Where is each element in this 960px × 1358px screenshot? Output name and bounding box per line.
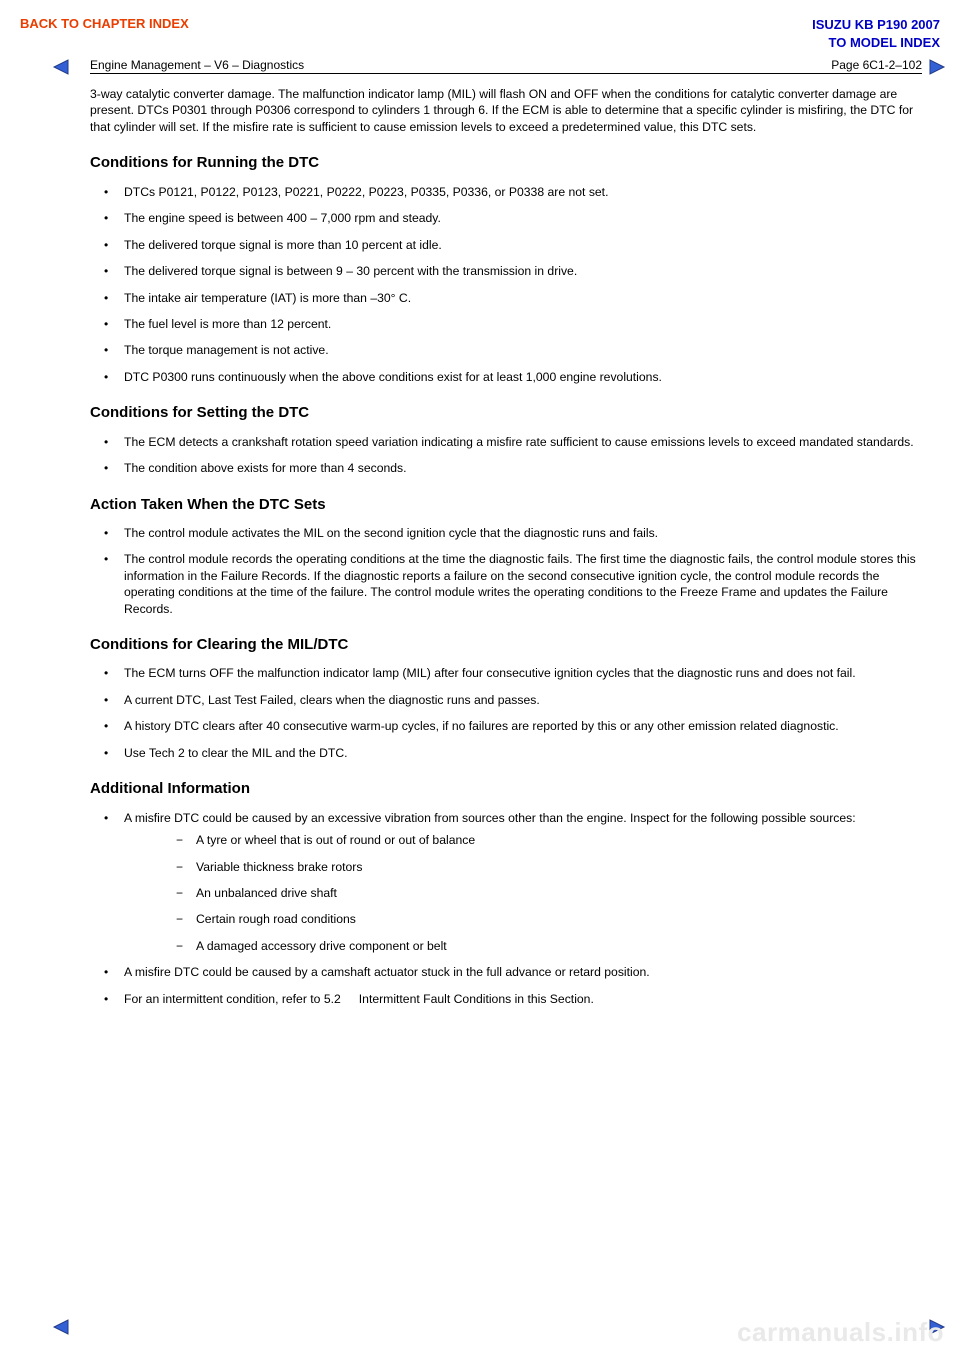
top-link-bar: BACK TO CHAPTER INDEX ISUZU KB P190 2007… [20, 16, 940, 51]
arrow-left-icon [52, 58, 70, 76]
section-title-action: Action Taken When the DTC Sets [90, 495, 922, 515]
section-title-additional: Additional Information [90, 779, 922, 799]
prev-page-arrow-bottom[interactable] [52, 1318, 70, 1336]
list-item: The ECM turns OFF the malfunction indica… [90, 665, 922, 681]
section-title-setting: Conditions for Setting the DTC [90, 403, 922, 423]
running-header-right: Page 6C1-2–102 [831, 58, 922, 72]
arrow-left-icon [52, 1318, 70, 1336]
list-item: DTCs P0121, P0122, P0123, P0221, P0222, … [90, 184, 922, 200]
content-area: 3-way catalytic converter damage. The ma… [90, 86, 922, 1017]
list-item: The condition above exists for more than… [90, 460, 922, 476]
list-item: A misfire DTC could be caused by an exce… [90, 810, 922, 955]
sublist-item: Variable thickness brake rotors [124, 859, 922, 875]
section-title-running: Conditions for Running the DTC [90, 153, 922, 173]
arrow-right-icon [928, 1318, 946, 1336]
running-list: DTCs P0121, P0122, P0123, P0221, P0222, … [90, 184, 922, 386]
list-item: Use Tech 2 to clear the MIL and the DTC. [90, 745, 922, 761]
section-title-clearing: Conditions for Clearing the MIL/DTC [90, 635, 922, 655]
xref-prefix: For an intermittent condition, refer to … [124, 992, 341, 1006]
list-item: The control module activates the MIL on … [90, 525, 922, 541]
clearing-list: The ECM turns OFF the malfunction indica… [90, 665, 922, 761]
top-link-right: ISUZU KB P190 2007 TO MODEL INDEX [812, 16, 940, 51]
additional-lead: A misfire DTC could be caused by an exce… [124, 811, 856, 825]
prev-page-arrow-top[interactable] [52, 58, 70, 76]
list-item: For an intermittent condition, refer to … [90, 991, 922, 1007]
xref-suffix: Intermittent Fault Conditions in this Se… [359, 992, 594, 1006]
sublist-item: A damaged accessory drive component or b… [124, 938, 922, 954]
list-item: A history DTC clears after 40 consecutiv… [90, 718, 922, 734]
list-item: The delivered torque signal is more than… [90, 237, 922, 253]
list-item: A misfire DTC could be caused by a camsh… [90, 964, 922, 980]
watermark: carmanuals.info [737, 1317, 944, 1348]
sublist-item: An unbalanced drive shaft [124, 885, 922, 901]
model-title-link[interactable]: ISUZU KB P190 2007 [812, 17, 940, 32]
list-item: The ECM detects a crankshaft rotation sp… [90, 434, 922, 450]
list-item: The torque management is not active. [90, 342, 922, 358]
additional-sublist: A tyre or wheel that is out of round or … [124, 832, 922, 954]
back-to-chapter-link[interactable]: BACK TO CHAPTER INDEX [20, 16, 189, 31]
setting-list: The ECM detects a crankshaft rotation sp… [90, 434, 922, 477]
list-item: The control module records the operating… [90, 551, 922, 617]
running-header-left: Engine Management – V6 – Diagnostics [90, 58, 304, 72]
action-list: The control module activates the MIL on … [90, 525, 922, 617]
running-header: Engine Management – V6 – Diagnostics Pag… [90, 58, 922, 74]
list-item: The delivered torque signal is between 9… [90, 263, 922, 279]
list-item: The fuel level is more than 12 percent. [90, 316, 922, 332]
sublist-item: A tyre or wheel that is out of round or … [124, 832, 922, 848]
page: BACK TO CHAPTER INDEX ISUZU KB P190 2007… [0, 0, 960, 1358]
intro-paragraph: 3-way catalytic converter damage. The ma… [90, 86, 922, 135]
list-item: DTC P0300 runs continuously when the abo… [90, 369, 922, 385]
next-page-arrow-bottom[interactable] [928, 1318, 946, 1336]
list-item: A current DTC, Last Test Failed, clears … [90, 692, 922, 708]
sublist-item: Certain rough road conditions [124, 911, 922, 927]
list-item: The engine speed is between 400 – 7,000 … [90, 210, 922, 226]
next-page-arrow-top[interactable] [928, 58, 946, 76]
arrow-right-icon [928, 58, 946, 76]
additional-list: A misfire DTC could be caused by an exce… [90, 810, 922, 1008]
to-model-index-link[interactable]: TO MODEL INDEX [829, 35, 940, 50]
top-link-left: BACK TO CHAPTER INDEX [20, 16, 189, 51]
list-item: The intake air temperature (IAT) is more… [90, 290, 922, 306]
